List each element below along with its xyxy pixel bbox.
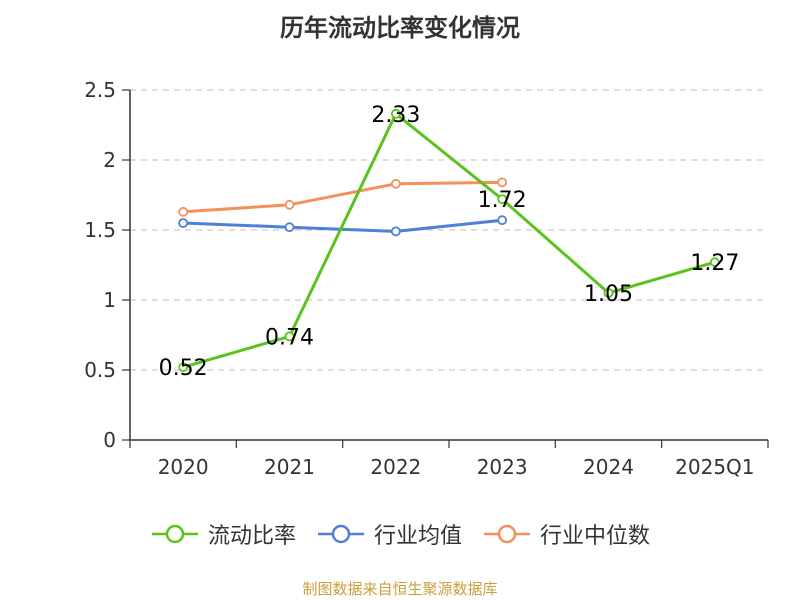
data-label: 1.27 [690, 251, 739, 276]
data-point [497, 194, 508, 205]
data-point [284, 331, 295, 342]
y-tick-label: 1.5 [84, 218, 116, 242]
y-tick-label: 1 [103, 288, 116, 312]
data-point [390, 226, 401, 237]
legend-item[interactable]: 行业均值 [316, 518, 462, 550]
legend-line-circle-icon [484, 524, 530, 544]
data-point [178, 206, 189, 217]
x-axis-ticks: 2020 2021 2022 2023 2024 2025Q1 [129, 440, 769, 479]
legend-label: 行业中位数 [540, 524, 651, 549]
data-point [390, 108, 401, 119]
series-line-2 [183, 180, 503, 214]
y-tick-label: 0.5 [84, 358, 116, 382]
data-point [497, 177, 508, 188]
x-tick-label: 2021 [264, 455, 315, 479]
data-point [284, 199, 295, 210]
y-tick-label: 2 [103, 148, 116, 172]
legend: 流动比率 行业均值 行业中位数 [0, 518, 800, 550]
data-point [178, 218, 189, 228]
series-line-0 [182, 112, 716, 369]
legend-line-circle-icon [151, 524, 198, 544]
legend-label: 流动比率 [207, 524, 296, 549]
data-point [178, 362, 189, 373]
data-label: 1.05 [584, 282, 633, 307]
x-tick-label: 2020 [158, 455, 209, 479]
data-label: 2.33 [371, 103, 420, 128]
legend-line-circle-icon [317, 524, 364, 544]
gridlines [130, 89, 768, 371]
data-label: 0.52 [159, 356, 208, 381]
x-tick-label: 2024 [583, 455, 634, 479]
data-label: 0.74 [265, 325, 314, 350]
data-labels: 0.52 0.74 2.33 1.72 1.05 1.27 [159, 103, 740, 381]
data-point [603, 288, 614, 298]
axes [129, 90, 768, 441]
data-point [390, 178, 401, 189]
data-label: 1.72 [478, 188, 527, 213]
y-axis-ticks: 0 0.5 1 1.5 2 2.5 [84, 78, 130, 452]
legend-label: 行业均值 [373, 524, 462, 549]
source-note: 制图数据来自恒生聚源数据库 [302, 580, 498, 598]
line-chart: 00.511.522.5 2020 2021 2022 2023 2024 2025Q1 … [84, 78, 769, 479]
x-tick-label: 2022 [370, 455, 421, 479]
chart-title: 历年流动比率变化情况 [280, 14, 520, 42]
legend-item[interactable]: 流动比率 [150, 518, 296, 550]
legend-item[interactable]: 行业中位数 [482, 518, 650, 550]
series-lines [178, 108, 720, 373]
series-line-1 [183, 218, 503, 233]
data-point [497, 215, 508, 226]
data-point [284, 222, 295, 233]
x-tick-label: 2025Q1 [675, 455, 754, 479]
data-point [709, 257, 720, 268]
x-tick-label: 2023 [477, 455, 528, 479]
y-tick-label: 0 [103, 428, 116, 452]
y-tick-label: 2.5 [84, 78, 116, 102]
